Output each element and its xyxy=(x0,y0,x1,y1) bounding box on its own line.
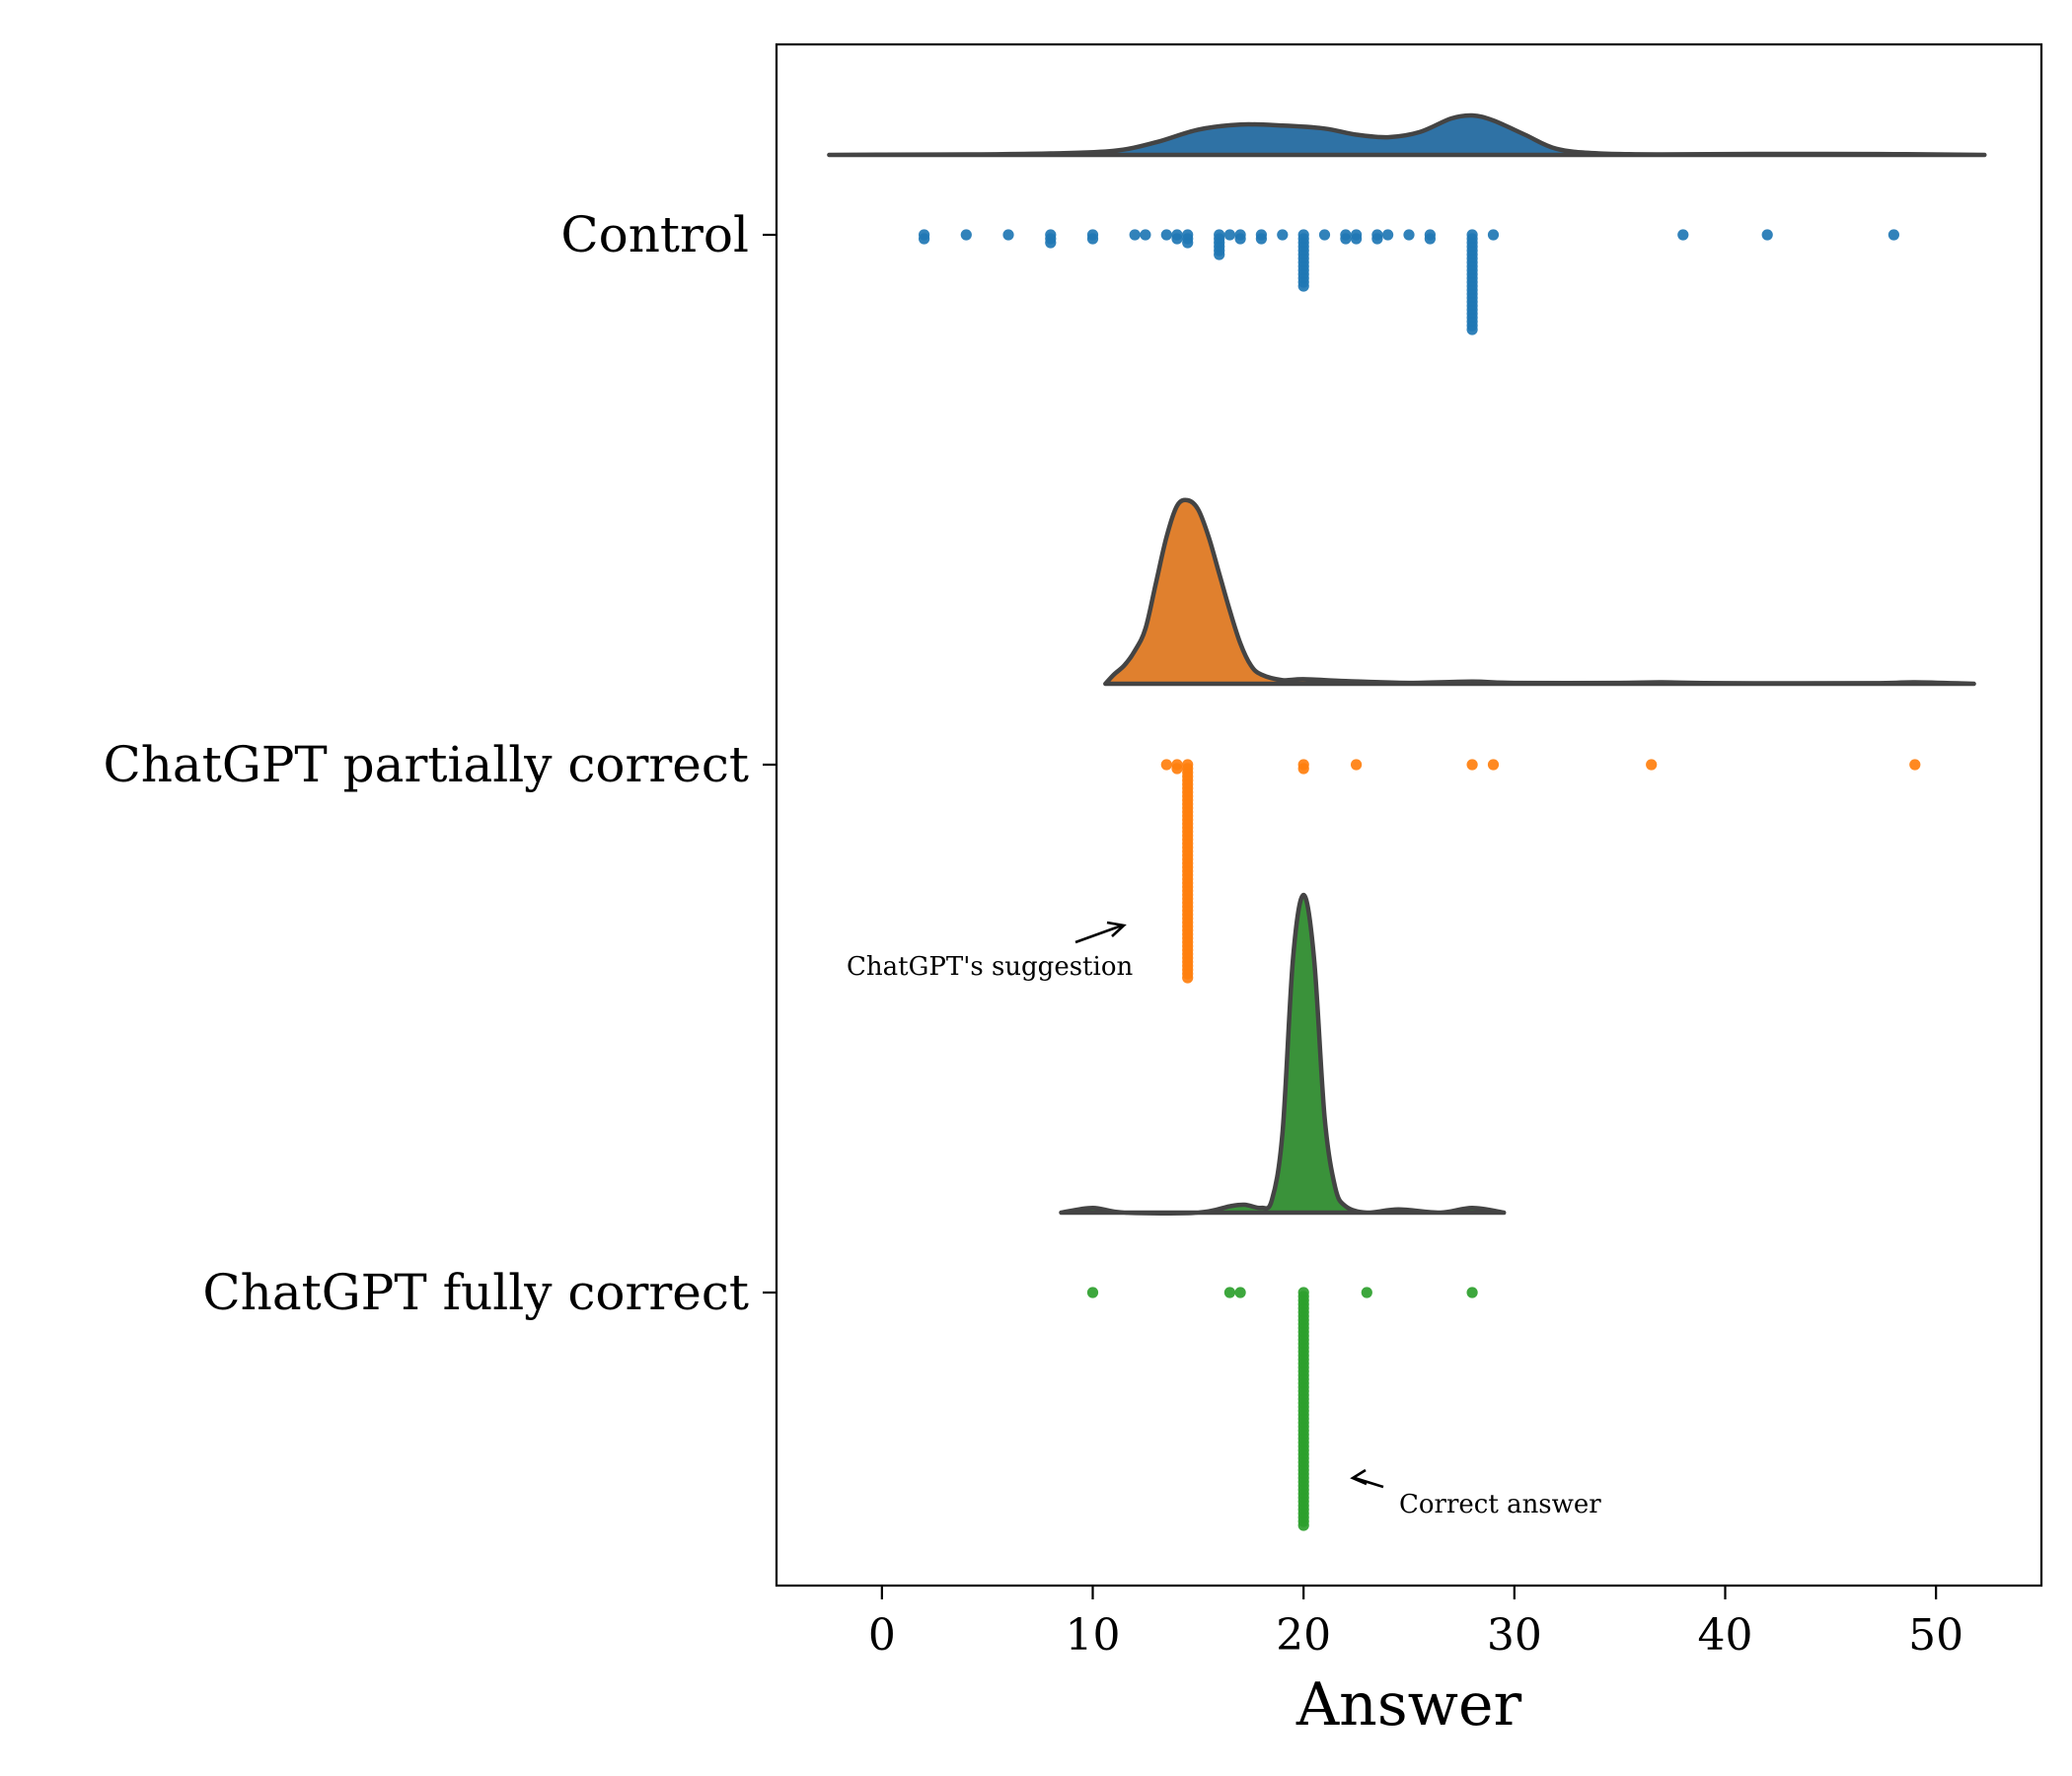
x-axis-ticks: 0 10 20 30 40 50 xyxy=(868,1586,1963,1661)
density-fill-chatgpt-fully-correct xyxy=(1061,895,1505,1214)
x-tick-label-0: 0 xyxy=(868,1610,896,1661)
data-point-chatgpt-partially-correct xyxy=(1182,972,1194,984)
density-fill-control xyxy=(829,114,1985,155)
data-point-control xyxy=(1487,229,1500,241)
data-point-control xyxy=(1045,237,1057,249)
data-point-control xyxy=(1002,229,1014,241)
data-point-control xyxy=(1140,229,1151,241)
data-point-chatgpt-partially-correct xyxy=(1160,759,1172,771)
data-point-control xyxy=(1887,229,1899,241)
annotation-suggestion-arrowhead xyxy=(1106,921,1127,937)
plot-frame xyxy=(775,42,2043,1588)
x-tick-label-10: 10 xyxy=(1066,1610,1121,1661)
data-point-control xyxy=(1403,229,1415,241)
data-point-control xyxy=(1466,324,1478,335)
annotation-correct-arrow xyxy=(1354,1476,1384,1489)
data-point-control xyxy=(1255,233,1267,245)
data-point-control xyxy=(1086,233,1099,245)
data-point-control xyxy=(1297,280,1309,292)
data-point-control xyxy=(1277,229,1289,241)
data-point-control xyxy=(1160,229,1172,241)
y-tick-label-chatgpt-partially-correct: ChatGPT partially correct xyxy=(103,736,749,793)
density-outline-chatgpt-fully-correct xyxy=(1059,892,1507,1216)
data-point-control xyxy=(1234,233,1246,245)
data-point-control xyxy=(1223,229,1235,241)
data-point-chatgpt-fully-correct xyxy=(1297,1519,1309,1531)
y-tick-label-chatgpt-fully-correct: ChatGPT fully correct xyxy=(202,1264,749,1321)
data-point-control xyxy=(1382,229,1394,241)
y-tick-label-control: Control xyxy=(560,206,749,263)
data-point-control xyxy=(1677,229,1689,241)
data-point-chatgpt-partially-correct xyxy=(1487,759,1500,771)
data-point-chatgpt-fully-correct xyxy=(1223,1287,1235,1298)
data-point-chatgpt-fully-correct xyxy=(1361,1287,1372,1298)
x-tick-label-50: 50 xyxy=(1908,1610,1963,1661)
data-point-control xyxy=(1351,233,1363,245)
annotation-correct-text: Correct answer xyxy=(1399,1490,1601,1519)
data-point-control xyxy=(1340,233,1352,245)
data-point-chatgpt-fully-correct xyxy=(1086,1287,1099,1298)
density-fill-chatgpt-partially-correct xyxy=(1105,499,1974,684)
data-point-chatgpt-partially-correct xyxy=(1297,763,1309,775)
x-tick-label-40: 40 xyxy=(1698,1610,1753,1661)
data-point-control xyxy=(1214,249,1225,260)
data-point-chatgpt-fully-correct xyxy=(1234,1287,1246,1298)
density-layer xyxy=(827,112,1987,1216)
annotation-correct: Correct answer xyxy=(1350,1468,1601,1519)
y-axis-ticks: Control ChatGPT partially correct ChatGPT … xyxy=(103,206,777,1321)
data-point-chatgpt-partially-correct xyxy=(1171,763,1183,775)
annotation-suggestion: ChatGPT's suggestion xyxy=(847,921,1133,982)
x-axis-title: Answer xyxy=(1295,1670,1522,1739)
data-point-chatgpt-partially-correct xyxy=(1351,759,1363,771)
data-point-chatgpt-fully-correct xyxy=(1466,1287,1478,1298)
data-point-control xyxy=(1761,229,1773,241)
data-point-control xyxy=(1318,229,1331,241)
data-point-control xyxy=(1182,237,1194,249)
density-outline-chatgpt-partially-correct xyxy=(1103,497,1976,687)
data-point-chatgpt-partially-correct xyxy=(1909,759,1921,771)
data-point-chatgpt-partially-correct xyxy=(1466,759,1478,771)
x-tick-label-20: 20 xyxy=(1276,1610,1331,1661)
x-tick-label-30: 30 xyxy=(1487,1610,1542,1661)
data-point-control xyxy=(1171,233,1183,245)
density-outline-control xyxy=(827,112,1987,158)
annotation-suggestion-text: ChatGPT's suggestion xyxy=(847,952,1133,982)
points-layer xyxy=(919,229,1921,1531)
data-point-control xyxy=(919,233,930,245)
data-point-chatgpt-partially-correct xyxy=(1646,759,1658,771)
data-point-control xyxy=(960,229,972,241)
annotation-correct-arrowhead xyxy=(1350,1468,1368,1486)
annotation-suggestion-arrow xyxy=(1074,924,1123,944)
data-point-control xyxy=(1371,233,1383,245)
data-point-control xyxy=(1129,229,1141,241)
data-point-control xyxy=(1424,233,1436,245)
